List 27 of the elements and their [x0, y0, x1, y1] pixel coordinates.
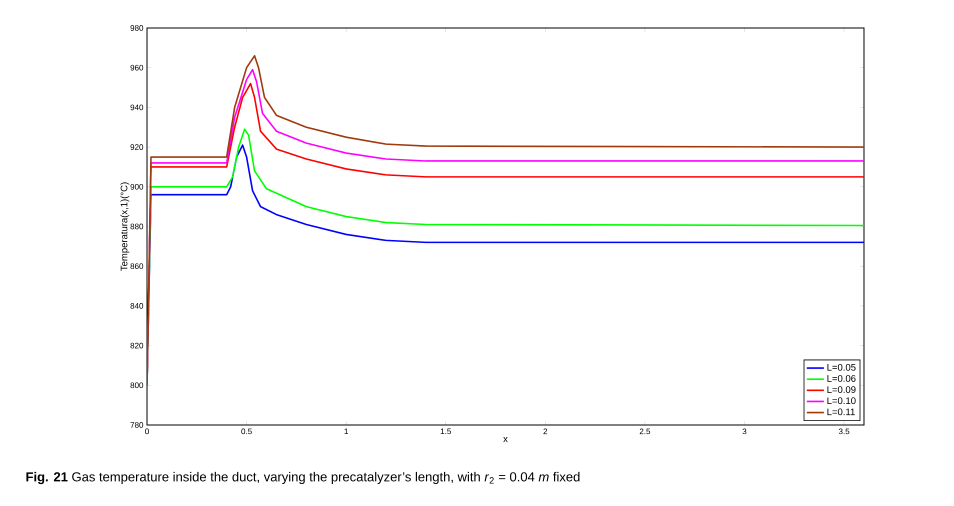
x-tick-label: 2.5 — [640, 428, 650, 434]
y-tick-label: 800 — [130, 382, 144, 388]
x-tick-label: 3 — [742, 428, 746, 434]
y-tick-label: 820 — [130, 342, 144, 348]
y-tick-label: 780 — [130, 422, 144, 428]
y-tick-label: 920 — [130, 144, 144, 150]
legend-label: L=0.09 — [827, 386, 856, 393]
text: Fig. 21 Gas temperature inside the duct, varying the precatalyzer’s length, with r$_{2}$ = 0.04 m fixed — [26, 472, 580, 484]
y-tick-label: 940 — [130, 104, 144, 110]
legend-label: L=0.05 — [827, 364, 856, 371]
y-tick-label: 880 — [130, 224, 144, 230]
legend-label: L=0.10 — [827, 397, 856, 404]
x-tick-label: 0.5 — [241, 428, 252, 434]
legend-label: L=0.06 — [827, 375, 856, 382]
x-tick-label: 2 — [544, 428, 548, 434]
y-tick-label: 900 — [130, 184, 144, 190]
x-tick-label: 3.5 — [838, 428, 850, 434]
y-tick-label: 980 — [130, 25, 144, 31]
y-tick-label: 860 — [130, 263, 144, 270]
legend-label: L=0.11 — [827, 408, 855, 416]
x-tick-label: 1 — [344, 428, 348, 434]
y-tick-label: 840 — [130, 303, 144, 309]
y-axis-title: Temperatura(x,1)(°C) — [120, 182, 130, 271]
x-axis-title: x — [503, 437, 508, 442]
y-tick-label: 960 — [130, 64, 144, 71]
x-tick-label: 1.5 — [440, 428, 451, 434]
x-tick-label: 0 — [145, 428, 149, 434]
